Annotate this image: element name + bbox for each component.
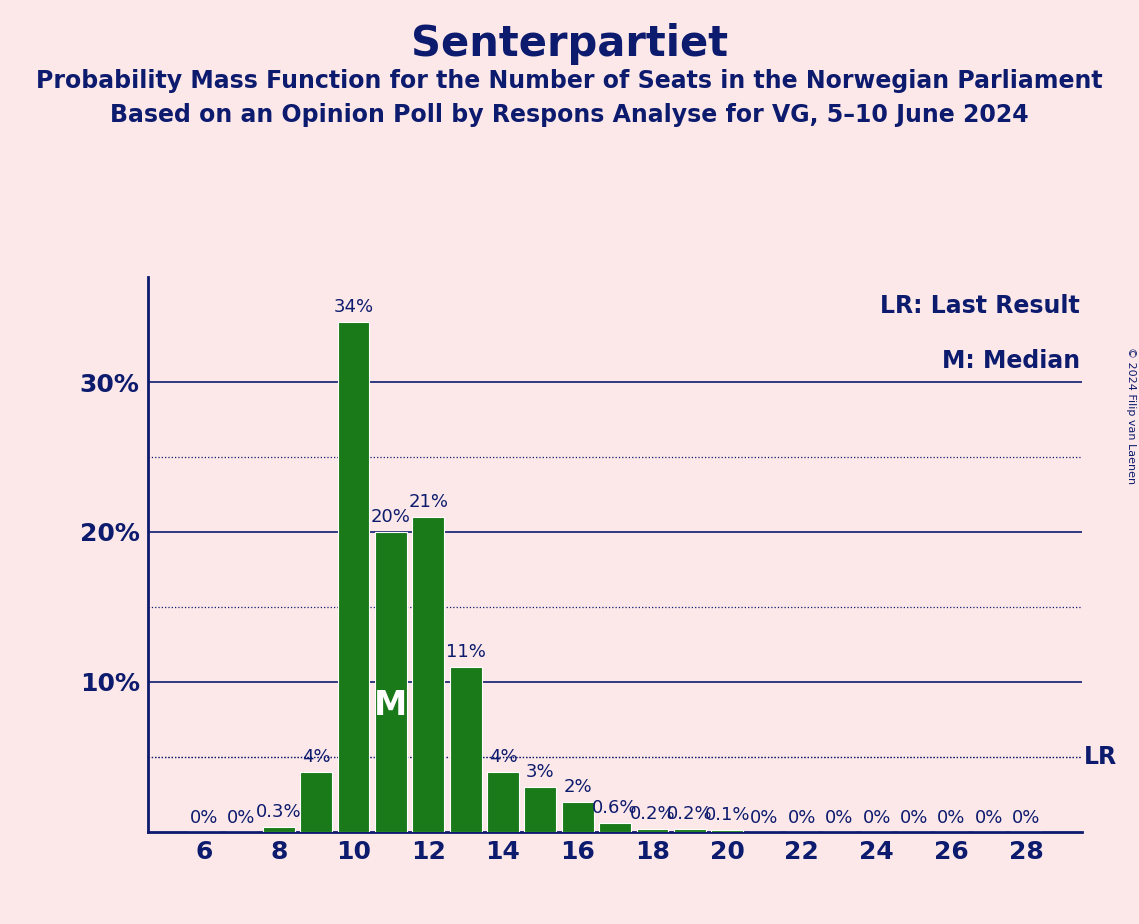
Bar — [375, 532, 407, 832]
Text: 0%: 0% — [228, 809, 255, 827]
Text: 20%: 20% — [371, 508, 411, 526]
Text: 0%: 0% — [862, 809, 891, 827]
Bar — [524, 786, 556, 832]
Text: M: Median: M: Median — [942, 349, 1080, 373]
Text: Senterpartiet: Senterpartiet — [411, 23, 728, 65]
Bar — [562, 802, 593, 832]
Text: 0%: 0% — [825, 809, 853, 827]
Text: 3%: 3% — [526, 762, 555, 781]
Text: 0%: 0% — [190, 809, 219, 827]
Text: 2%: 2% — [564, 778, 592, 796]
Bar — [674, 829, 706, 832]
Text: 0.6%: 0.6% — [592, 798, 638, 817]
Text: 0.2%: 0.2% — [667, 805, 713, 822]
Text: LR: Last Result: LR: Last Result — [880, 294, 1080, 318]
Text: 0.1%: 0.1% — [704, 806, 749, 824]
Text: 0%: 0% — [937, 809, 966, 827]
Text: 0%: 0% — [1011, 809, 1040, 827]
Text: 0%: 0% — [975, 809, 1002, 827]
Bar — [450, 667, 482, 832]
Bar — [263, 827, 295, 832]
Text: 4%: 4% — [302, 748, 330, 766]
Text: LR: LR — [1084, 745, 1117, 769]
Text: 0.2%: 0.2% — [630, 805, 675, 822]
Bar — [412, 517, 444, 832]
Bar — [599, 822, 631, 832]
Text: 0%: 0% — [751, 809, 779, 827]
Bar — [637, 829, 669, 832]
Bar — [337, 322, 369, 832]
Text: 0.3%: 0.3% — [256, 803, 302, 821]
Bar — [487, 772, 519, 832]
Text: 21%: 21% — [408, 492, 449, 511]
Text: 34%: 34% — [334, 298, 374, 316]
Text: M: M — [375, 689, 408, 723]
Bar — [301, 772, 333, 832]
Text: Probability Mass Function for the Number of Seats in the Norwegian Parliament: Probability Mass Function for the Number… — [36, 69, 1103, 93]
Text: 11%: 11% — [445, 643, 485, 661]
Bar — [711, 830, 743, 832]
Text: Based on an Opinion Poll by Respons Analyse for VG, 5–10 June 2024: Based on an Opinion Poll by Respons Anal… — [110, 103, 1029, 128]
Text: © 2024 Filip van Laenen: © 2024 Filip van Laenen — [1126, 347, 1136, 484]
Text: 0%: 0% — [900, 809, 928, 827]
Text: 0%: 0% — [788, 809, 816, 827]
Text: 4%: 4% — [489, 748, 517, 766]
